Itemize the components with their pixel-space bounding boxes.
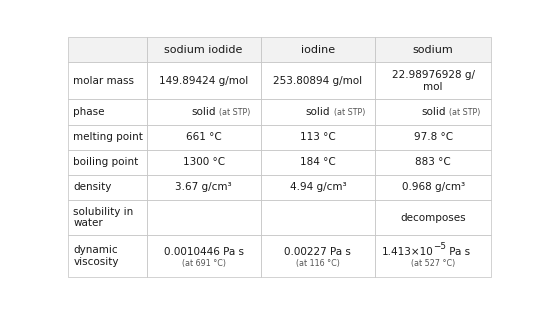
Text: 253.80894 g/mol: 253.80894 g/mol	[274, 76, 363, 86]
Text: 3.67 g/cm³: 3.67 g/cm³	[175, 182, 232, 192]
Bar	[146, 150, 261, 175]
Bar	[146, 200, 261, 235]
Text: 22.98976928 g/
mol: 22.98976928 g/ mol	[391, 70, 474, 92]
Bar	[146, 63, 261, 100]
Text: melting point: melting point	[73, 132, 143, 142]
Bar	[68, 175, 146, 200]
Bar	[146, 37, 261, 63]
Text: iodine: iodine	[301, 45, 335, 55]
Text: 1300 °C: 1300 °C	[182, 157, 225, 167]
Bar	[261, 124, 375, 150]
Text: solubility in
water: solubility in water	[73, 207, 134, 229]
Text: dynamic
viscosity: dynamic viscosity	[73, 245, 119, 267]
Text: 883 °C: 883 °C	[416, 157, 451, 167]
Bar	[146, 100, 261, 124]
Bar	[146, 175, 261, 200]
Text: (at STP): (at STP)	[449, 108, 480, 117]
Text: solid: solid	[421, 107, 446, 117]
Text: 184 °C: 184 °C	[300, 157, 336, 167]
Text: (at 527 °C): (at 527 °C)	[411, 259, 455, 268]
Bar	[375, 200, 491, 235]
Bar	[68, 200, 146, 235]
Text: 97.8 °C: 97.8 °C	[414, 132, 453, 142]
Bar	[375, 37, 491, 63]
Bar	[68, 235, 146, 277]
Bar	[261, 175, 375, 200]
Text: boiling point: boiling point	[73, 157, 139, 167]
Text: (at 691 °C): (at 691 °C)	[182, 259, 225, 268]
Bar	[375, 63, 491, 100]
Bar	[68, 63, 146, 100]
Text: decomposes: decomposes	[400, 213, 466, 223]
Text: density: density	[73, 182, 112, 192]
Bar	[146, 124, 261, 150]
Bar	[68, 100, 146, 124]
Bar	[375, 150, 491, 175]
Text: 661 °C: 661 °C	[186, 132, 222, 142]
Text: 0.0010446 Pa s: 0.0010446 Pa s	[164, 247, 244, 257]
Text: 113 °C: 113 °C	[300, 132, 336, 142]
Text: solid: solid	[192, 107, 216, 117]
Bar	[68, 37, 146, 63]
Text: 1.413×10: 1.413×10	[382, 247, 433, 257]
Text: 149.89424 g/mol: 149.89424 g/mol	[159, 76, 248, 86]
Text: 4.94 g/cm³: 4.94 g/cm³	[289, 182, 346, 192]
Bar	[261, 200, 375, 235]
Text: 0.00227 Pa s: 0.00227 Pa s	[284, 247, 351, 257]
Bar	[375, 100, 491, 124]
Text: (at STP): (at STP)	[219, 108, 251, 117]
Bar	[261, 150, 375, 175]
Bar	[261, 37, 375, 63]
Bar	[261, 63, 375, 100]
Text: sodium: sodium	[413, 45, 454, 55]
Bar	[261, 235, 375, 277]
Bar	[375, 175, 491, 200]
Text: (at 116 °C): (at 116 °C)	[296, 259, 340, 268]
Bar	[261, 100, 375, 124]
Text: molar mass: molar mass	[73, 76, 134, 86]
Bar	[375, 124, 491, 150]
Text: 0.968 g/cm³: 0.968 g/cm³	[402, 182, 465, 192]
Text: phase: phase	[73, 107, 105, 117]
Text: (at STP): (at STP)	[334, 108, 365, 117]
Bar	[68, 124, 146, 150]
Bar	[146, 235, 261, 277]
Bar	[68, 150, 146, 175]
Text: −5: −5	[433, 242, 446, 251]
Text: sodium iodide: sodium iodide	[164, 45, 243, 55]
Text: solid: solid	[306, 107, 330, 117]
Bar	[375, 235, 491, 277]
Text: Pa s: Pa s	[446, 247, 470, 257]
